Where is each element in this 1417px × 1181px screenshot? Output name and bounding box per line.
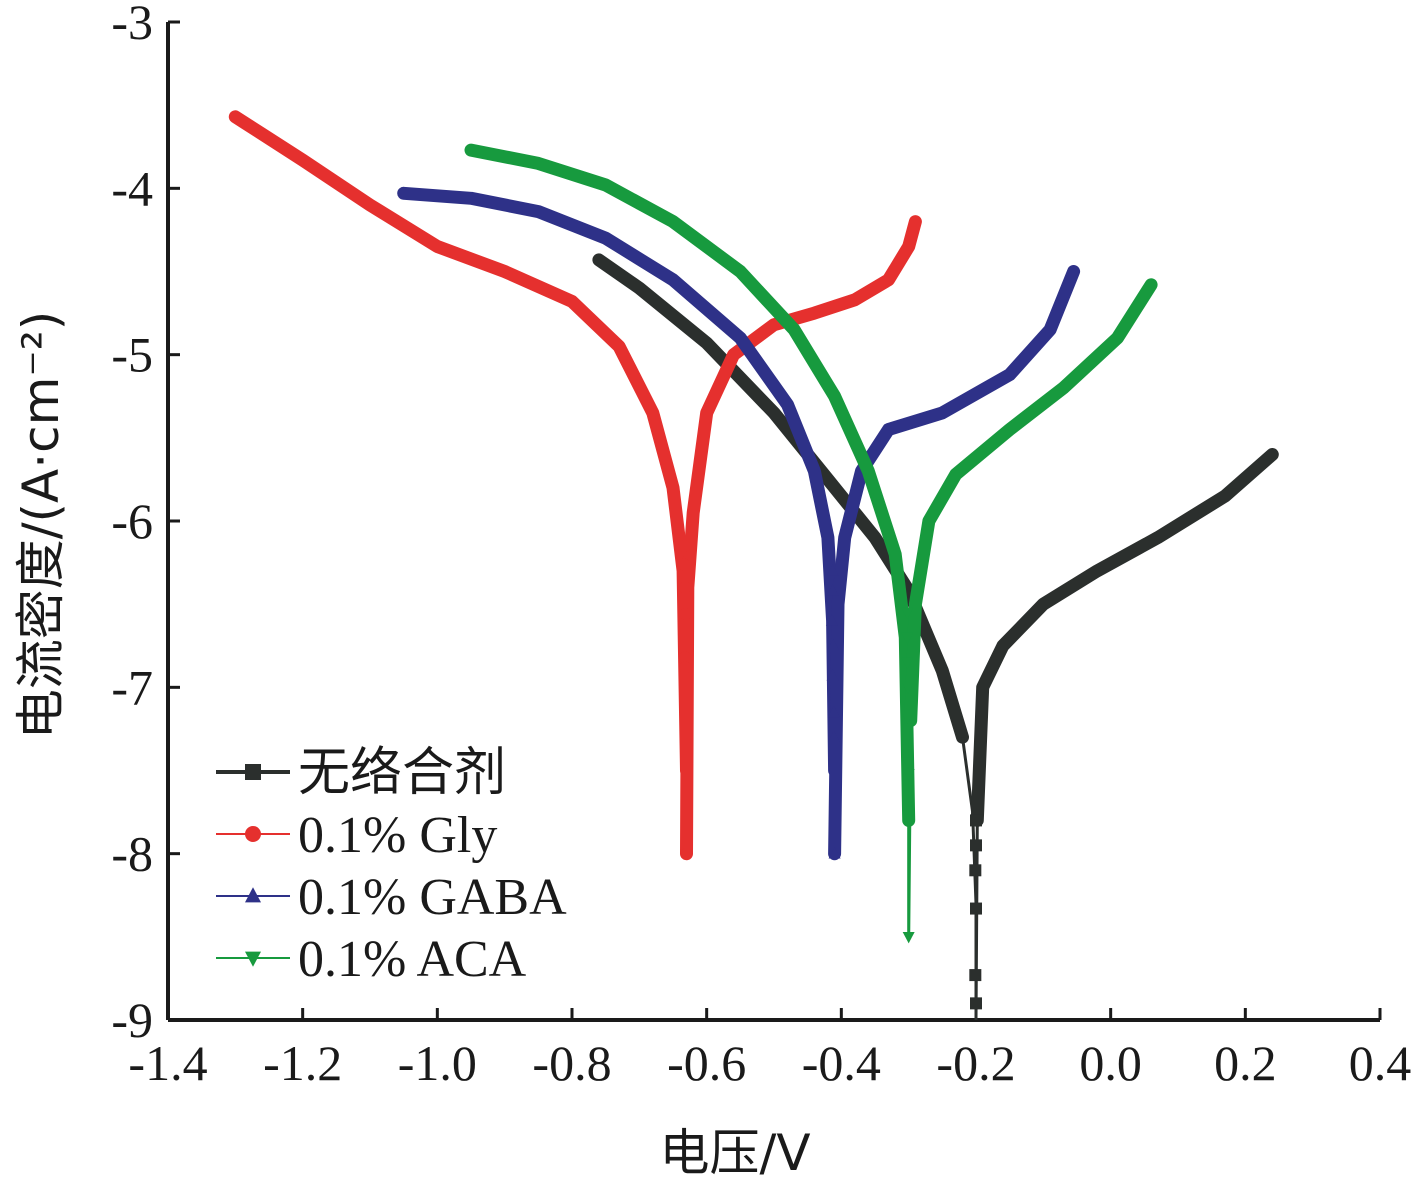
- series-cathodic-branch: [592, 253, 969, 744]
- series-2: [228, 110, 922, 861]
- legend-item: 0.1% Gly: [216, 807, 497, 864]
- data-point: [827, 639, 840, 651]
- x-tick-label: 0.4: [1349, 1035, 1412, 1091]
- data-point: [969, 864, 982, 877]
- x-tick-label: -0.8: [532, 1035, 611, 1091]
- series-1: [592, 253, 1279, 1021]
- series-anodic-branch: [680, 215, 922, 861]
- data-point: [679, 581, 692, 594]
- data-point: [680, 847, 693, 860]
- ticks: -1.4 -1.2 -1.0 -0.8 -0.6 -0.4 -0.2 0.0 0.2 0.4 -3 -…: [111, 0, 1411, 1091]
- data-point: [679, 651, 692, 664]
- y-tick-label: -5: [111, 327, 153, 383]
- data-point: [970, 902, 982, 915]
- y-axis-label: 电流密度/(A·cm⁻²): [12, 311, 70, 740]
- series-3: [397, 186, 1081, 861]
- x-tick-label: -0.2: [936, 1035, 1015, 1091]
- series-cathodic-branch: [464, 143, 916, 827]
- data-point: [677, 558, 690, 571]
- data-point: [828, 847, 841, 859]
- legend-label: 0.1% ACA: [298, 931, 527, 988]
- x-tick-label: -1.2: [263, 1035, 342, 1091]
- data-point: [969, 969, 982, 982]
- data-point: [970, 814, 982, 827]
- series-anodic-branch: [970, 448, 1279, 827]
- data-point: [825, 614, 838, 626]
- data-point: [901, 657, 914, 669]
- y-tick-label: -8: [111, 826, 153, 882]
- data-point: [901, 632, 914, 645]
- legend-item: 无络合剂: [216, 745, 506, 802]
- x-tick-label: 0.0: [1079, 1035, 1142, 1091]
- data-point: [826, 564, 839, 576]
- x-tick-label: 0.2: [1214, 1035, 1277, 1091]
- series-cathodic-branch: [228, 110, 693, 777]
- data-point: [970, 997, 982, 1010]
- data-point: [827, 705, 840, 718]
- y-tick-label: -4: [111, 160, 153, 216]
- y-tick-label: -9: [111, 992, 153, 1048]
- data-point: [679, 661, 692, 674]
- legend-marker: [245, 951, 261, 967]
- legend-label: 无络合剂: [298, 745, 506, 802]
- x-tick-label: -1.0: [398, 1035, 477, 1091]
- x-tick-label: -0.4: [802, 1035, 881, 1091]
- series-anodic-branch: [904, 278, 1158, 728]
- data-point: [901, 682, 914, 694]
- series-anodic-branch: [828, 265, 1081, 861]
- data-point: [901, 757, 914, 769]
- y-tick-label: -7: [111, 659, 153, 715]
- data-point: [826, 669, 839, 681]
- y-tick-label: -3: [111, 0, 153, 50]
- x-tick-label: -0.6: [667, 1035, 746, 1091]
- legend-marker: [245, 887, 261, 903]
- data-point: [679, 608, 692, 621]
- series-corrosion-spike: [907, 720, 913, 937]
- data-point: [902, 769, 915, 781]
- data-point: [827, 730, 840, 743]
- legend-item: 0.1% GABA: [216, 869, 567, 926]
- y-tick-label: -6: [111, 493, 153, 549]
- data-point: [678, 539, 691, 552]
- legend-marker: [245, 826, 261, 842]
- series-4: [464, 143, 1158, 944]
- data-point: [901, 607, 914, 620]
- legend-marker: [245, 764, 261, 780]
- data-point: [901, 712, 914, 724]
- data-point: [826, 584, 839, 596]
- legend-label: 0.1% Gly: [298, 807, 497, 864]
- legend-label: 0.1% GABA: [298, 869, 567, 926]
- legend-item: 0.1% ACA: [216, 931, 527, 988]
- x-tick-label: -1.4: [128, 1035, 207, 1091]
- data-point: [970, 839, 982, 852]
- series-cathodic-branch: [397, 186, 842, 777]
- x-axis-label: 电压/V: [659, 1124, 810, 1181]
- data-point: [902, 932, 915, 944]
- plot-area: [228, 110, 1279, 1021]
